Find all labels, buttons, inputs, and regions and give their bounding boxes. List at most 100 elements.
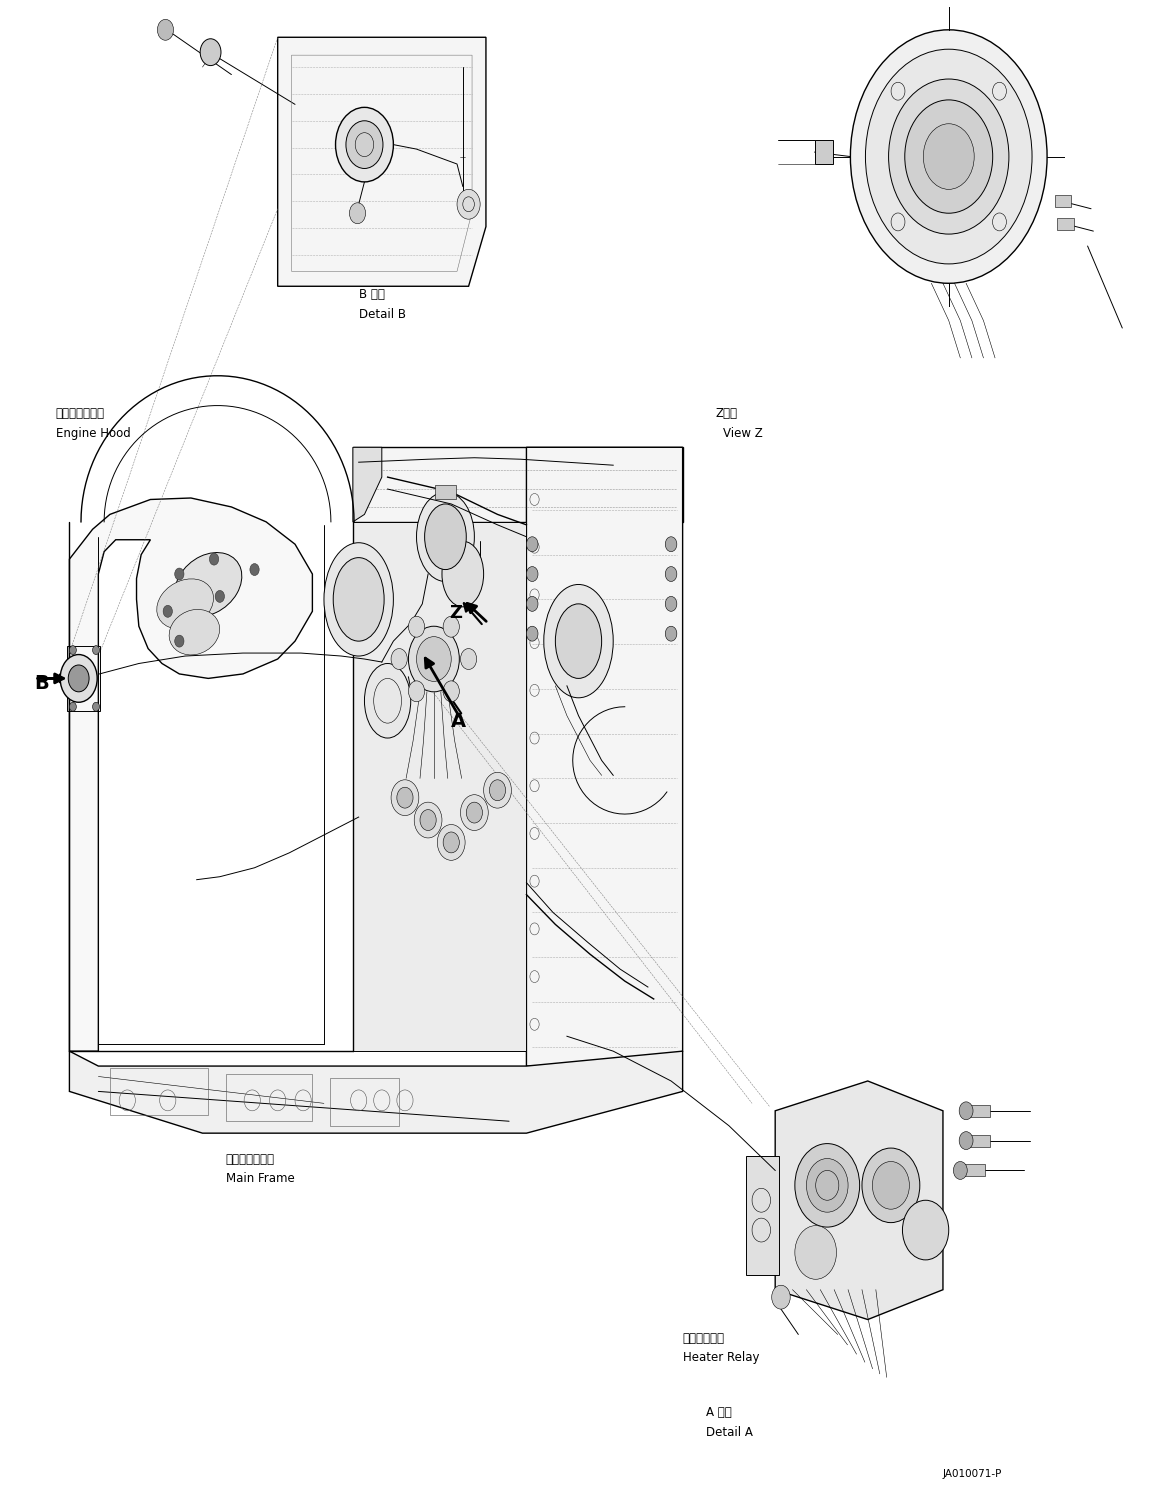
Text: Detail B: Detail B bbox=[359, 307, 406, 321]
Circle shape bbox=[60, 655, 97, 702]
Text: View Z: View Z bbox=[723, 426, 762, 440]
Circle shape bbox=[397, 787, 413, 808]
Circle shape bbox=[408, 616, 425, 637]
Polygon shape bbox=[526, 447, 683, 1066]
Text: A: A bbox=[451, 711, 466, 731]
Circle shape bbox=[391, 649, 407, 669]
Circle shape bbox=[850, 30, 1047, 283]
Circle shape bbox=[526, 626, 538, 641]
Circle shape bbox=[414, 802, 442, 838]
Circle shape bbox=[336, 107, 393, 182]
Circle shape bbox=[489, 780, 506, 801]
Circle shape bbox=[93, 702, 100, 711]
Circle shape bbox=[443, 616, 459, 637]
Text: Engine Hood: Engine Hood bbox=[56, 426, 131, 440]
Bar bbox=[67, 646, 100, 711]
Circle shape bbox=[959, 1102, 973, 1120]
Circle shape bbox=[200, 39, 221, 66]
Circle shape bbox=[959, 1132, 973, 1150]
Circle shape bbox=[349, 203, 366, 224]
Ellipse shape bbox=[333, 558, 384, 641]
Ellipse shape bbox=[442, 541, 484, 607]
Circle shape bbox=[865, 49, 1032, 264]
Text: メインフレーム: メインフレーム bbox=[226, 1153, 274, 1166]
Circle shape bbox=[408, 626, 459, 692]
Text: ヒータリレー: ヒータリレー bbox=[683, 1331, 724, 1345]
Polygon shape bbox=[353, 522, 526, 1051]
Circle shape bbox=[526, 537, 538, 552]
Ellipse shape bbox=[156, 579, 214, 629]
Circle shape bbox=[163, 605, 172, 617]
Circle shape bbox=[391, 780, 419, 816]
Circle shape bbox=[437, 825, 465, 860]
Text: JA010071-P: JA010071-P bbox=[943, 1469, 1002, 1479]
Bar bbox=[970, 1105, 990, 1117]
Circle shape bbox=[484, 772, 511, 808]
Text: エンジンフード: エンジンフード bbox=[56, 407, 104, 420]
Circle shape bbox=[795, 1226, 837, 1279]
Bar bbox=[964, 1164, 985, 1176]
Circle shape bbox=[862, 1148, 920, 1223]
Circle shape bbox=[806, 1159, 848, 1212]
Bar bbox=[110, 1068, 208, 1115]
Circle shape bbox=[665, 567, 677, 581]
Bar bbox=[746, 1156, 779, 1275]
Circle shape bbox=[923, 124, 974, 189]
Circle shape bbox=[953, 1161, 967, 1179]
Circle shape bbox=[665, 596, 677, 611]
Circle shape bbox=[795, 1144, 860, 1227]
Circle shape bbox=[93, 646, 100, 655]
Circle shape bbox=[175, 568, 184, 580]
Polygon shape bbox=[69, 1051, 683, 1133]
Ellipse shape bbox=[417, 492, 474, 581]
Circle shape bbox=[209, 553, 219, 565]
Bar bbox=[226, 1074, 312, 1121]
Text: Main Frame: Main Frame bbox=[226, 1172, 294, 1185]
Ellipse shape bbox=[324, 543, 393, 656]
Circle shape bbox=[175, 635, 184, 647]
Polygon shape bbox=[69, 498, 312, 1051]
Text: Z　視: Z 視 bbox=[715, 407, 737, 420]
Circle shape bbox=[250, 564, 259, 576]
Polygon shape bbox=[353, 447, 683, 522]
Circle shape bbox=[417, 637, 451, 681]
Ellipse shape bbox=[364, 663, 411, 738]
Bar bbox=[1057, 218, 1074, 230]
Circle shape bbox=[466, 802, 482, 823]
Bar bbox=[815, 140, 833, 164]
Circle shape bbox=[157, 19, 174, 40]
Circle shape bbox=[889, 79, 1009, 234]
Circle shape bbox=[69, 646, 76, 655]
Circle shape bbox=[526, 567, 538, 581]
Polygon shape bbox=[775, 1081, 943, 1320]
Circle shape bbox=[905, 100, 993, 213]
Circle shape bbox=[68, 665, 89, 692]
Circle shape bbox=[872, 1161, 909, 1209]
Bar bbox=[970, 1135, 990, 1147]
Circle shape bbox=[460, 795, 488, 830]
Text: A 詳細: A 詳細 bbox=[706, 1406, 731, 1419]
Circle shape bbox=[215, 590, 224, 602]
Polygon shape bbox=[278, 37, 486, 286]
Circle shape bbox=[460, 649, 477, 669]
Text: Z: Z bbox=[449, 604, 462, 622]
Text: B: B bbox=[35, 674, 50, 693]
Ellipse shape bbox=[175, 553, 242, 616]
Ellipse shape bbox=[544, 584, 613, 698]
Ellipse shape bbox=[169, 610, 220, 655]
Circle shape bbox=[526, 596, 538, 611]
Text: Heater Relay: Heater Relay bbox=[683, 1351, 759, 1364]
Circle shape bbox=[346, 121, 383, 168]
Text: B 詳細: B 詳細 bbox=[359, 288, 384, 301]
Ellipse shape bbox=[425, 504, 466, 570]
Circle shape bbox=[772, 1285, 790, 1309]
Circle shape bbox=[902, 1200, 949, 1260]
Bar bbox=[435, 485, 456, 499]
Circle shape bbox=[665, 537, 677, 552]
Polygon shape bbox=[353, 447, 382, 522]
Bar bbox=[330, 1078, 399, 1126]
Circle shape bbox=[420, 810, 436, 830]
Text: Detail A: Detail A bbox=[706, 1425, 753, 1439]
Circle shape bbox=[443, 681, 459, 702]
Circle shape bbox=[443, 832, 459, 853]
